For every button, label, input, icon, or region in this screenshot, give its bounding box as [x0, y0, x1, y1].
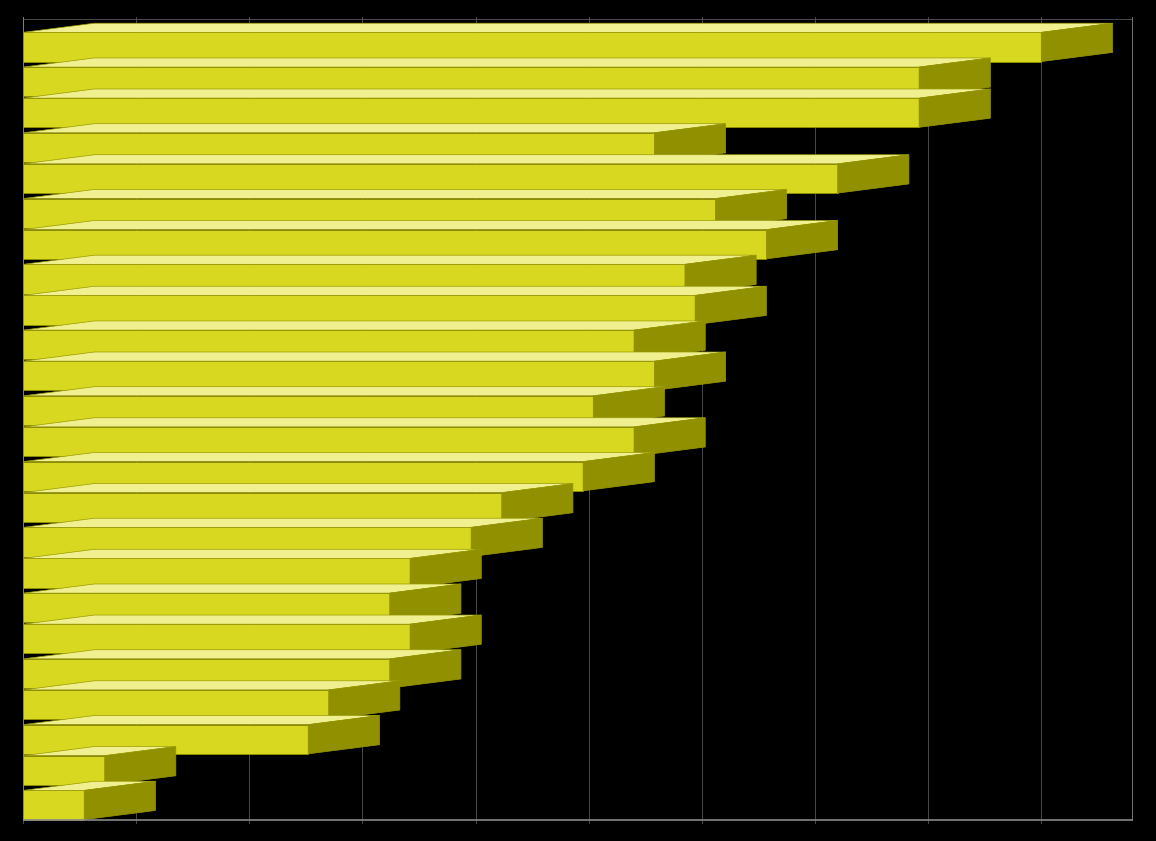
Polygon shape [1042, 24, 1112, 61]
Polygon shape [838, 155, 909, 193]
Polygon shape [23, 24, 1112, 32]
Polygon shape [23, 747, 176, 756]
Bar [23, 264, 684, 294]
Polygon shape [23, 286, 766, 295]
Bar [23, 791, 84, 820]
Polygon shape [23, 716, 379, 725]
Bar [23, 593, 390, 622]
Polygon shape [919, 58, 991, 96]
Bar [23, 725, 309, 754]
Polygon shape [23, 549, 481, 558]
Polygon shape [23, 518, 542, 527]
Bar [23, 756, 104, 785]
Polygon shape [23, 387, 665, 396]
Polygon shape [328, 681, 400, 719]
Polygon shape [684, 255, 756, 294]
Bar [23, 690, 328, 719]
Polygon shape [84, 781, 155, 820]
Bar [23, 462, 583, 491]
Polygon shape [23, 650, 461, 659]
Polygon shape [410, 615, 481, 653]
Polygon shape [654, 124, 726, 162]
Polygon shape [583, 452, 654, 491]
Polygon shape [23, 615, 481, 624]
Polygon shape [23, 584, 461, 593]
Polygon shape [23, 255, 756, 264]
Bar [23, 659, 390, 688]
Bar [23, 32, 1042, 61]
Polygon shape [695, 286, 766, 325]
Polygon shape [410, 549, 481, 588]
Polygon shape [716, 189, 787, 228]
Polygon shape [23, 189, 787, 198]
Polygon shape [23, 220, 838, 230]
Polygon shape [23, 124, 726, 133]
Bar [23, 427, 633, 456]
Bar [23, 67, 919, 96]
Polygon shape [502, 484, 573, 522]
Polygon shape [23, 321, 705, 330]
Bar [23, 295, 695, 325]
Polygon shape [654, 352, 726, 390]
Bar [23, 493, 502, 522]
Polygon shape [23, 681, 400, 690]
Polygon shape [23, 58, 991, 67]
Polygon shape [104, 747, 176, 785]
Polygon shape [23, 89, 991, 98]
Bar [23, 198, 716, 228]
Polygon shape [23, 352, 726, 361]
Polygon shape [390, 650, 461, 688]
Bar [23, 230, 766, 259]
Polygon shape [23, 781, 155, 791]
Bar [23, 558, 410, 588]
Polygon shape [633, 321, 705, 359]
Polygon shape [23, 452, 654, 462]
Polygon shape [633, 418, 705, 456]
Bar [23, 330, 633, 359]
Bar [23, 361, 654, 390]
Bar [23, 396, 593, 425]
Polygon shape [593, 387, 665, 425]
Polygon shape [23, 418, 705, 427]
Polygon shape [309, 716, 379, 754]
Bar [23, 527, 472, 557]
Polygon shape [23, 155, 909, 164]
Bar [23, 98, 919, 127]
Polygon shape [23, 484, 573, 493]
Bar [23, 164, 838, 193]
Bar [23, 133, 654, 162]
Polygon shape [390, 584, 461, 622]
Polygon shape [919, 89, 991, 127]
Bar [23, 624, 410, 653]
Polygon shape [472, 518, 542, 557]
Polygon shape [766, 220, 838, 259]
